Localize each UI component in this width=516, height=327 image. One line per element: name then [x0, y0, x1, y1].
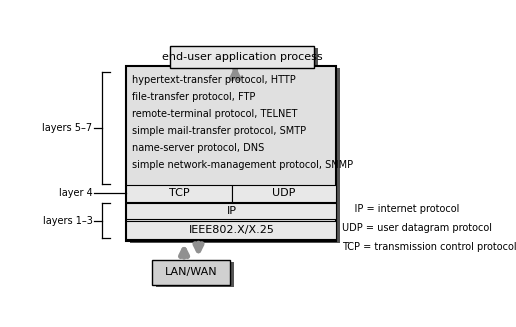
Text: remote-terminal protocol, TELNET: remote-terminal protocol, TELNET: [132, 109, 297, 119]
Bar: [126, 185, 232, 202]
Text: IEEE802.X/X.25: IEEE802.X/X.25: [188, 225, 275, 235]
Text: layers 5–7: layers 5–7: [42, 123, 92, 133]
Text: layer 4: layer 4: [59, 188, 92, 198]
Text: hypertext-transfer protocol, HTTP: hypertext-transfer protocol, HTTP: [132, 75, 296, 84]
Text: LAN/WAN: LAN/WAN: [165, 267, 218, 277]
Text: simple mail-transfer protocol, SMTP: simple mail-transfer protocol, SMTP: [132, 126, 306, 136]
Bar: [126, 203, 336, 219]
Bar: [131, 68, 341, 243]
Bar: [232, 185, 336, 202]
Text: IP: IP: [227, 206, 236, 216]
Text: name-server protocol, DNS: name-server protocol, DNS: [132, 143, 264, 153]
Bar: [126, 220, 336, 239]
Bar: [126, 66, 336, 241]
Bar: [170, 45, 314, 68]
Text: TCP: TCP: [169, 188, 189, 198]
Bar: [153, 260, 231, 285]
Text: simple network-management protocol, SNMP: simple network-management protocol, SNMP: [132, 160, 353, 170]
Text: TCP = transmission control protocol: TCP = transmission control protocol: [343, 242, 516, 252]
Bar: [156, 262, 234, 287]
Text: end-user application process: end-user application process: [162, 52, 323, 62]
Text: UDP: UDP: [272, 188, 296, 198]
Text: layers 1–3: layers 1–3: [43, 215, 92, 226]
Bar: [174, 47, 318, 70]
Text: file-transfer protocol, FTP: file-transfer protocol, FTP: [132, 92, 255, 102]
Text: IP = internet protocol: IP = internet protocol: [343, 204, 460, 214]
Text: UDP = user datagram protocol: UDP = user datagram protocol: [343, 223, 492, 233]
